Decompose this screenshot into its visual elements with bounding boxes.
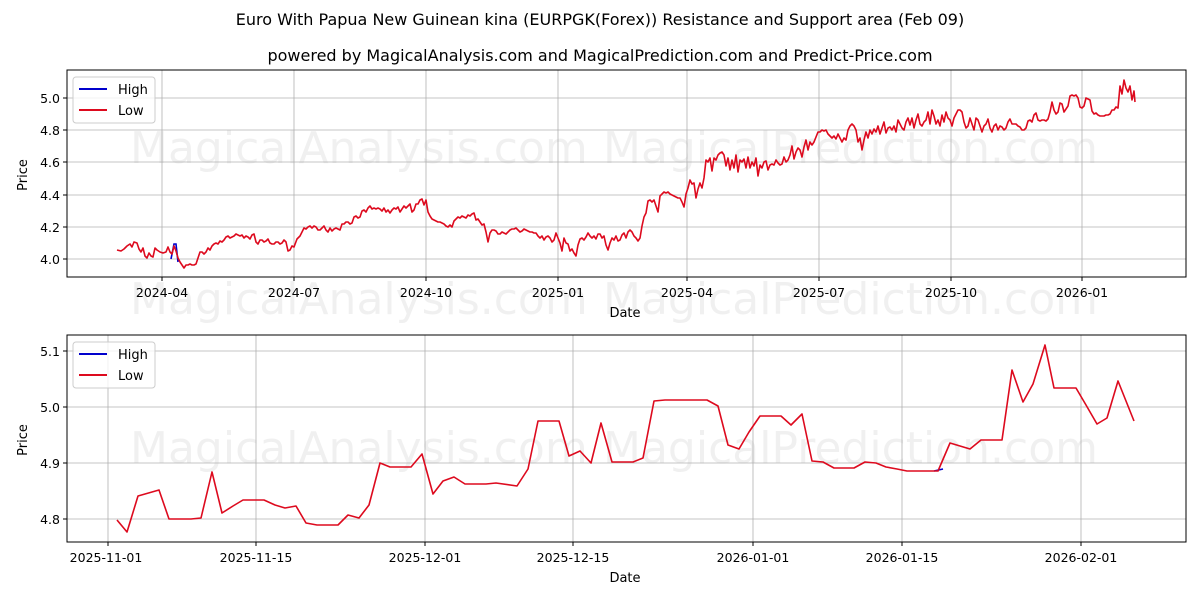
legend-high-label: High	[118, 348, 148, 363]
x-tick-label: 2025-12-01	[389, 550, 462, 565]
watermark-magicalanalysis: MagicalAnalysis.com	[130, 274, 588, 325]
chart-subtitle: powered by MagicalAnalysis.com and Magic…	[267, 46, 933, 65]
top-chart: MagicalAnalysis.com MagicalPrediction.co…	[16, 69, 1187, 325]
bottom-legend: High Low	[72, 341, 156, 389]
y-tick-label: 4.2	[40, 220, 60, 235]
x-tick-label: 2025-11-01	[70, 550, 143, 565]
y-tick-label: 4.8	[40, 512, 60, 527]
top-y-axis-label: Price	[16, 159, 31, 191]
x-tick-label: 2024-07	[268, 285, 320, 300]
y-tick-label: 5.0	[40, 400, 60, 415]
top-x-axis-label: Date	[609, 306, 640, 321]
top-grid	[67, 70, 1186, 277]
top-y-tick-labels: 4.0 4.2 4.4 4.6 4.8 5.0	[40, 91, 60, 267]
chart-title: Euro With Papua New Guinean kina (EURPGK…	[235, 10, 965, 29]
legend-low-label: Low	[118, 369, 144, 384]
bottom-axes-frame	[66, 334, 1187, 543]
x-tick-label: 2026-01-15	[866, 550, 939, 565]
x-tick-label: 2025-12-15	[537, 550, 610, 565]
x-tick-label: 2025-04	[661, 285, 713, 300]
watermark-magicalanalysis: MagicalAnalysis.com	[130, 123, 588, 174]
watermark-magicalprediction: MagicalPrediction.com	[603, 123, 1098, 174]
x-tick-label: 2026-01	[1056, 285, 1108, 300]
bottom-y-tick-labels: 4.8 4.9 5.0 5.1	[40, 344, 60, 527]
bottom-x-axis-label: Date	[609, 571, 640, 586]
top-low-line	[116, 79, 1136, 269]
x-tick-label: 2025-07	[793, 285, 845, 300]
bottom-grid	[67, 335, 1186, 542]
x-tick-label: 2025-01	[532, 285, 584, 300]
y-tick-label: 4.8	[40, 123, 60, 138]
bottom-y-axis-label: Price	[16, 424, 31, 456]
top-legend: High Low	[72, 76, 156, 124]
y-tick-label: 5.0	[40, 91, 60, 106]
y-tick-label: 4.0	[40, 252, 60, 267]
legend-high-label: High	[118, 83, 148, 98]
legend-low-label: Low	[118, 104, 144, 119]
x-tick-label: 2025-10	[925, 285, 977, 300]
watermark-magicalprediction: MagicalPrediction.com	[603, 274, 1098, 325]
x-tick-label: 2025-11-15	[220, 550, 293, 565]
bottom-x-tick-labels: 2025-11-01 2025-11-15 2025-12-01 2025-12…	[70, 550, 1118, 565]
bottom-chart: MagicalAnalysis.com MagicalPrediction.co…	[16, 334, 1187, 586]
y-tick-label: 4.6	[40, 155, 60, 170]
watermark-magicalprediction: MagicalPrediction.com	[603, 423, 1098, 474]
x-tick-label: 2026-02-01	[1045, 550, 1118, 565]
top-x-tick-labels: 2024-04 2024-07 2024-10 2025-01 2025-04 …	[136, 285, 1108, 300]
x-tick-label: 2026-01-01	[717, 550, 790, 565]
top-axes-frame	[66, 69, 1187, 278]
x-tick-label: 2024-04	[136, 285, 188, 300]
x-tick-label: 2024-10	[400, 285, 452, 300]
y-tick-label: 4.4	[40, 188, 60, 203]
y-tick-label: 4.9	[40, 456, 60, 471]
y-tick-label: 5.1	[40, 344, 60, 359]
bottom-low-line	[116, 344, 1135, 533]
watermark-magicalanalysis: MagicalAnalysis.com	[130, 423, 588, 474]
